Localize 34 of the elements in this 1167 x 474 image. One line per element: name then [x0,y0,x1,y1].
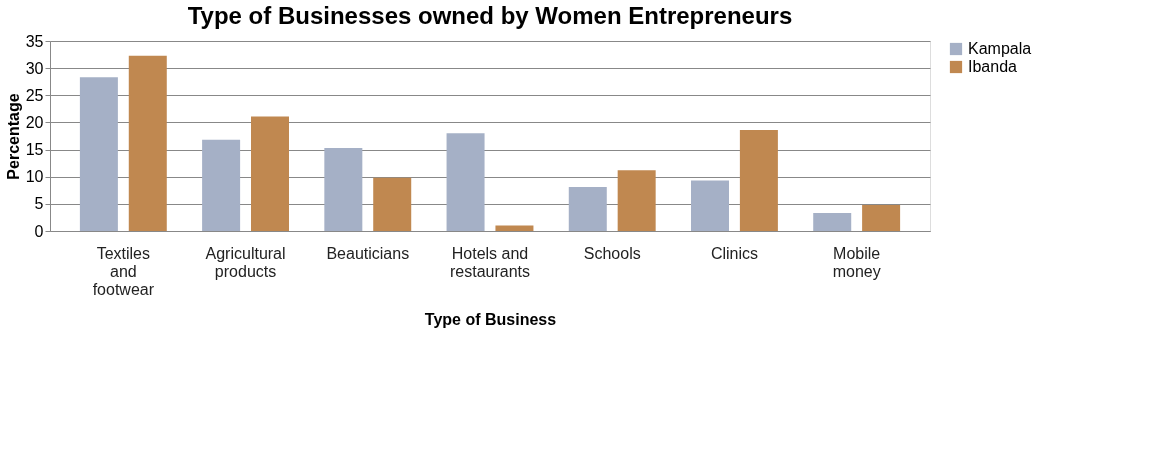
y-tick-label: 0 [34,222,44,240]
bar [79,77,118,231]
bar [691,180,729,231]
y-tick-label: 30 [25,59,44,77]
y-axis-title: Percentage [4,93,22,180]
bar [495,225,534,231]
x-tick-label: Textiles and footwear [92,244,155,298]
legend-label: Ibanda [968,58,1018,75]
x-tick-label: Agricultural products [205,244,286,280]
bar [739,130,778,231]
bar [251,116,289,231]
bar [446,133,485,231]
y-tick-label: 5 [34,195,44,213]
y-tick-label: 25 [25,86,44,104]
x-tick-label: Beauticians [326,244,410,262]
bar [813,213,852,231]
x-tick-label: Hotels and restaurants [449,244,531,280]
y-tick-label: 15 [25,141,44,159]
legend-label: Kampala [968,40,1032,57]
x-tick-label: Mobile money [832,244,881,280]
x-axis-title: Type of Business [424,310,557,328]
bar [617,170,656,231]
bar [324,147,363,231]
bar [202,139,241,231]
bar [862,204,901,231]
bar [373,177,412,231]
bar [568,187,607,231]
y-tick-label: 35 [25,32,44,50]
y-tick-label: 20 [25,113,44,131]
y-tick-label: 10 [25,168,44,186]
x-tick-label: Schools [583,244,641,262]
bar [128,55,167,231]
x-tick-label: Clinics [710,244,759,262]
chart-title: Type of Businesses owned by Women Entrepreneurs [187,2,793,29]
